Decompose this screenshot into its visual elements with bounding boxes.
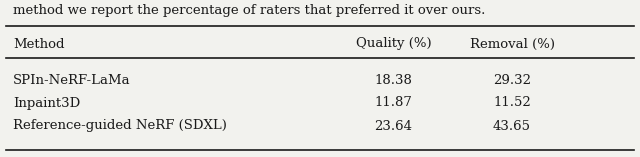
Text: 18.38: 18.38: [374, 73, 413, 87]
Text: Reference-guided NeRF (SDXL): Reference-guided NeRF (SDXL): [13, 119, 227, 133]
Text: method we report the percentage of raters that preferred it over ours.: method we report the percentage of rater…: [13, 4, 485, 17]
Text: SPIn-NeRF-LaMa: SPIn-NeRF-LaMa: [13, 73, 131, 87]
Text: Method: Method: [13, 38, 64, 51]
Text: Inpaint3D: Inpaint3D: [13, 97, 80, 109]
Text: 43.65: 43.65: [493, 119, 531, 133]
Text: Quality (%): Quality (%): [356, 38, 431, 51]
Text: 11.52: 11.52: [493, 97, 531, 109]
Text: 23.64: 23.64: [374, 119, 413, 133]
Text: 29.32: 29.32: [493, 73, 531, 87]
Text: Removal (%): Removal (%): [470, 38, 554, 51]
Text: 11.87: 11.87: [374, 97, 413, 109]
